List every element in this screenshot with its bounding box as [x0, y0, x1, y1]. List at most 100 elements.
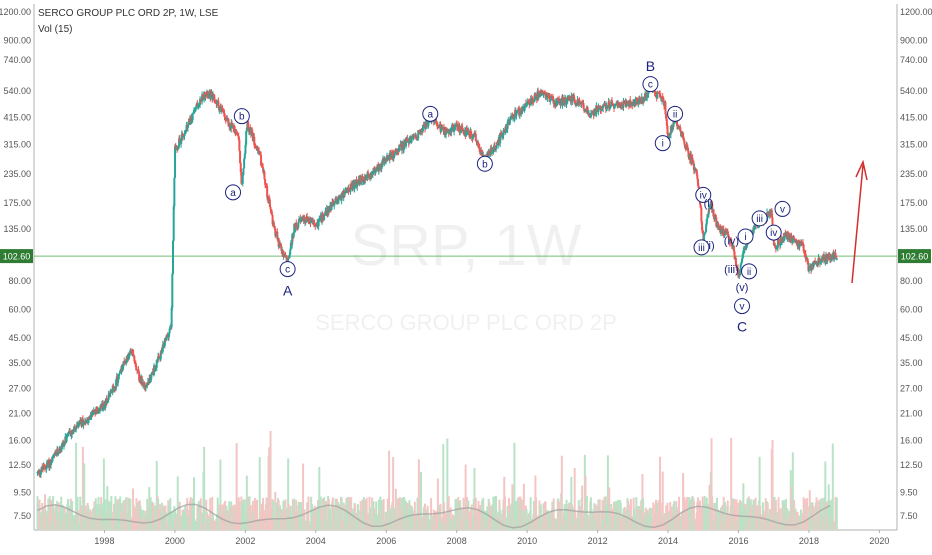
volume-bar [822, 498, 825, 530]
wave-label-circle [642, 76, 659, 93]
candle-body [608, 107, 611, 109]
candle-body [578, 99, 581, 104]
x-tick-label: 1998 [94, 536, 114, 546]
volume-bar [106, 486, 109, 530]
volume-bar [340, 497, 343, 530]
candle-body [739, 264, 742, 273]
candle-body [151, 371, 154, 373]
volume-bar [373, 508, 376, 530]
candle-body [401, 143, 404, 148]
candle-body [562, 97, 565, 103]
candle-body [731, 246, 734, 248]
candle-body [665, 114, 668, 120]
volume-bar [612, 501, 615, 530]
candle-body [654, 92, 657, 95]
volume-bar [102, 458, 105, 530]
candle-body [405, 140, 408, 147]
volume-bar [98, 504, 101, 530]
candle-body [573, 99, 576, 104]
candle-body [830, 259, 833, 261]
x-tick-label: 2016 [728, 536, 748, 546]
wave-label: (iii) [724, 264, 739, 276]
candle-body [717, 223, 720, 230]
candle-body [627, 102, 630, 105]
candle-body [168, 328, 171, 334]
candle-body [487, 150, 490, 160]
candle-body [604, 103, 607, 105]
candle-body [794, 239, 797, 242]
candle-body [451, 125, 454, 127]
candle-body [161, 344, 164, 352]
candle-body [172, 240, 175, 274]
candle-body [69, 430, 72, 436]
volume-bar [269, 430, 272, 530]
candle-body [291, 234, 294, 245]
candle-body [134, 362, 137, 367]
volume-bar [129, 499, 132, 530]
candle-body [672, 123, 675, 127]
volume-bar [323, 497, 326, 530]
candle-body [657, 92, 660, 94]
candle-body [683, 140, 686, 145]
candle-body [143, 384, 146, 387]
candle-body [499, 135, 502, 144]
candle-body [661, 96, 664, 98]
candle-body [367, 172, 370, 175]
candle-body [191, 113, 194, 121]
candle-body [117, 374, 120, 379]
volume-bar [470, 504, 473, 530]
wave-label-circle [476, 155, 493, 172]
candle-body [318, 216, 321, 219]
volume-bar [235, 443, 238, 530]
volume-bar [829, 500, 832, 530]
candle-body [170, 307, 173, 328]
candle-body [318, 218, 321, 222]
y-tick-label-left: 540.00 [3, 86, 31, 96]
wave-label-circle [765, 224, 782, 241]
volume-bar [659, 456, 662, 530]
candle-body [420, 129, 423, 131]
candle-body [812, 262, 815, 267]
candle-body [94, 411, 97, 413]
wave-label: ii [747, 267, 751, 278]
candle-body [516, 110, 519, 114]
candle-body [193, 109, 196, 111]
candle-body [453, 126, 456, 129]
wave-label: iv [700, 190, 707, 201]
candle-body [207, 95, 210, 97]
candle-body [50, 459, 53, 466]
wave-label: C [737, 318, 747, 334]
candle-body [413, 135, 416, 137]
volume-bar [778, 508, 781, 530]
candle-body [654, 94, 657, 96]
wave-label-circle [693, 239, 710, 256]
candle-body [356, 184, 359, 187]
candle-body [465, 127, 468, 132]
volume-bar [773, 497, 776, 530]
volume-bar [50, 499, 53, 530]
candle-body [439, 123, 442, 133]
candle-body [173, 177, 176, 207]
candle-body [195, 106, 198, 109]
candle-body [201, 94, 204, 100]
y-tick-label-left: 12.50 [8, 460, 31, 470]
y-tick-label-left: 27.00 [8, 384, 31, 394]
candle-body [653, 89, 656, 93]
candle-body [701, 221, 704, 231]
volume-bar [570, 476, 573, 530]
candle-body [753, 223, 756, 230]
candle-body [346, 190, 349, 193]
wave-label: iii [698, 243, 705, 254]
candle-body [662, 97, 665, 103]
candle-body [814, 261, 817, 263]
candle-body [549, 99, 552, 102]
candle-body [474, 133, 477, 135]
candle-body [213, 95, 216, 101]
volume-bar [669, 501, 672, 530]
candle-body [392, 150, 395, 159]
candle-body [288, 254, 291, 259]
candle-body [526, 101, 529, 105]
chart-title: SERCO GROUP PLC ORD 2P, 1W, LSE [38, 8, 219, 19]
candle-body [54, 452, 57, 454]
